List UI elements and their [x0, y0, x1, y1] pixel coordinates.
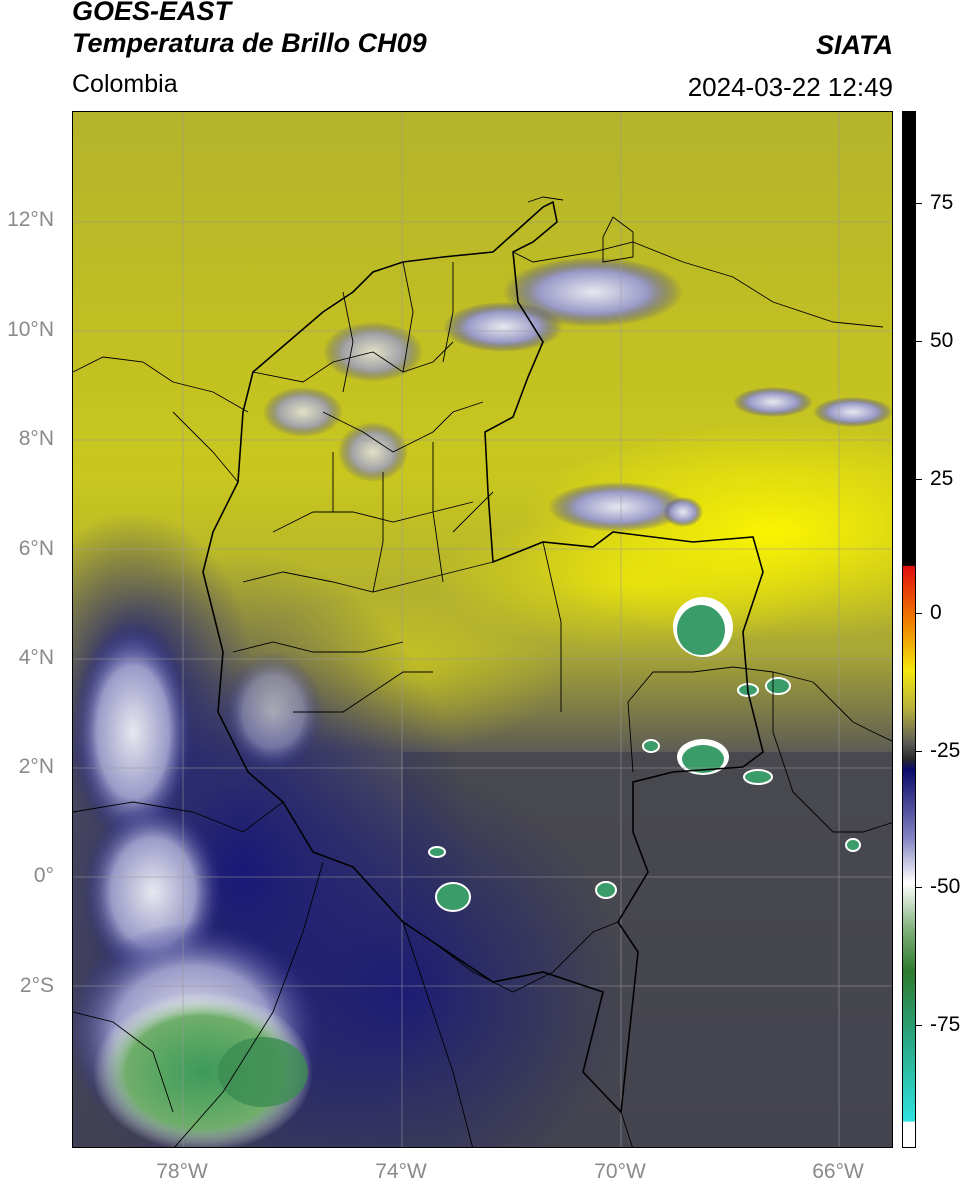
lon-label-78w: 78°W [156, 1160, 208, 1183]
lat-label-4n: 4°N [18, 646, 54, 669]
lat-label-0: 0° [33, 864, 54, 887]
lon-label-74w: 74°W [375, 1160, 427, 1183]
colorbar-tick-75: 75 [930, 191, 954, 214]
timestamp-label: 2024-03-22 12:49 [687, 72, 893, 102]
lat-label-12n: 12°N [7, 208, 54, 231]
colorbar-tick-minus75: -75 [930, 1013, 961, 1036]
colorbar-tick-50: 50 [930, 329, 954, 352]
lat-label-2s: 2°S [19, 974, 54, 997]
colorbar-tick-0: 0 [930, 601, 942, 624]
colorbar-tick-minus25: -25 [930, 739, 961, 762]
colorbar-tick-minus50: -50 [930, 875, 961, 898]
colorbar-tick-25: 25 [930, 467, 954, 490]
product-satellite-title: GOES-EAST [72, 0, 232, 26]
lon-label-66w: 66°W [812, 1160, 864, 1183]
lat-label-2n: 2°N [18, 755, 54, 778]
lat-label-6n: 6°N [18, 537, 54, 560]
satellite-map[interactable] [72, 111, 893, 1148]
lat-label-10n: 10°N [7, 318, 54, 341]
lon-label-70w: 70°W [594, 1160, 646, 1183]
region-label: Colombia [72, 70, 178, 98]
lat-label-8n: 8°N [18, 427, 54, 450]
product-channel-title: Temperatura de Brillo CH09 [72, 28, 427, 58]
brand-label: SIATA [816, 30, 893, 60]
colorbar [902, 111, 916, 1148]
